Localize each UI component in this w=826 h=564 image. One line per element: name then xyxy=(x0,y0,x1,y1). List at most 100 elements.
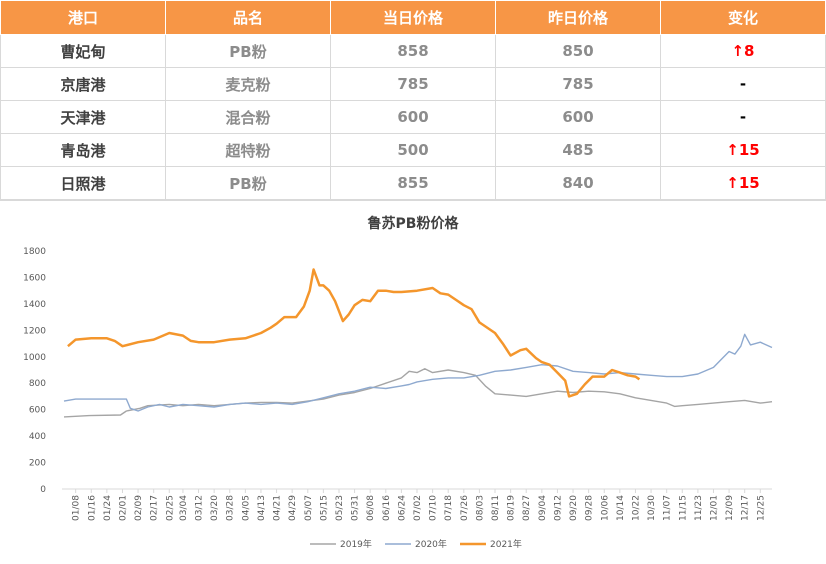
x-tick-label: 02/09 xyxy=(134,495,144,521)
x-tick-label: 10/22 xyxy=(631,495,641,521)
x-tick-label: 08/11 xyxy=(491,495,501,521)
today-price-cell: 858 xyxy=(330,34,496,68)
product-cell: 麦克粉 xyxy=(165,67,331,101)
table-row: 天津港 混合粉 600 600 - xyxy=(0,100,826,134)
legend-label: 2019年 xyxy=(340,538,372,550)
x-tick-label: 07/10 xyxy=(429,495,439,521)
x-tick-label: 06/24 xyxy=(397,495,407,521)
x-tick-label: 04/13 xyxy=(257,495,267,521)
port-cell: 青岛港 xyxy=(0,133,166,167)
x-tick-label: 11/15 xyxy=(678,495,688,521)
x-tick-label: 08/19 xyxy=(507,495,517,521)
header-change: 变化 xyxy=(660,0,826,35)
x-tick-label: 07/02 xyxy=(413,495,423,521)
yesterday-price-cell: 600 xyxy=(495,100,661,134)
yesterday-price-cell: 840 xyxy=(495,166,661,200)
header-yesterday-price: 昨日价格 xyxy=(495,0,661,35)
header-port: 港口 xyxy=(0,0,166,35)
x-tick-label: 11/07 xyxy=(663,495,673,521)
product-cell: 混合粉 xyxy=(165,100,331,134)
x-tick-label: 12/09 xyxy=(725,495,735,521)
x-tick-label: 12/17 xyxy=(741,495,751,521)
x-tick-label: 04/29 xyxy=(288,495,298,521)
x-tick-label: 07/26 xyxy=(460,495,470,521)
x-tick-label: 04/21 xyxy=(273,495,283,521)
y-tick-label: 800 xyxy=(29,379,46,389)
table-row: 青岛港 超特粉 500 485 ↑15 xyxy=(0,133,826,167)
legend-label: 2020年 xyxy=(415,538,447,550)
yesterday-price-cell: 485 xyxy=(495,133,661,167)
header-today-price: 当日价格 xyxy=(330,0,496,35)
table-row: 京唐港 麦克粉 785 785 - xyxy=(0,67,826,101)
series-line-2019年 xyxy=(63,367,773,418)
x-tick-label: 06/08 xyxy=(366,495,376,521)
port-cell: 京唐港 xyxy=(0,67,166,101)
x-tick-label: 11/23 xyxy=(694,495,704,521)
x-tick-label: 04/05 xyxy=(241,495,251,521)
yesterday-price-cell: 785 xyxy=(495,67,661,101)
x-tick-label: 09/04 xyxy=(538,495,548,521)
y-tick-label: 200 xyxy=(29,459,46,469)
legend: 2019年 2020年 2021年 xyxy=(310,538,522,550)
change-cell: ↑15 xyxy=(660,133,826,167)
table-row: 日照港 PB粉 855 840 ↑15 xyxy=(0,166,826,200)
today-price-cell: 600 xyxy=(330,100,496,134)
today-price-cell: 500 xyxy=(330,133,496,167)
x-tick-label: 08/03 xyxy=(475,495,485,521)
y-tick-label: 1200 xyxy=(23,326,46,336)
x-tick-label: 01/16 xyxy=(87,495,97,521)
y-tick-label: 400 xyxy=(29,432,46,442)
series-line-2021年 xyxy=(67,268,641,398)
x-tick-label: 10/30 xyxy=(647,495,657,521)
port-price-table: 港口 品名 当日价格 昨日价格 变化 曹妃甸 PB粉 858 850 ↑8 京唐… xyxy=(0,0,826,200)
x-tick-label: 10/14 xyxy=(616,495,626,521)
x-tick-label: 03/20 xyxy=(210,495,220,521)
x-axis: 01/08 01/16 01/24 02/01 02/09 02/17 02/25 03/04… xyxy=(72,489,766,521)
line-chart-svg: 鲁苏PB粉价格 0 200 400 600 800 1000 1200 1400 1600 180… xyxy=(23,215,773,550)
x-tick-label: 05/07 xyxy=(304,495,314,521)
product-cell: 超特粉 xyxy=(165,133,331,167)
port-cell: 曹妃甸 xyxy=(0,34,166,68)
change-cell: ↑15 xyxy=(660,166,826,200)
today-price-cell: 855 xyxy=(330,166,496,200)
x-tick-label: 03/28 xyxy=(226,495,236,521)
x-tick-label: 05/23 xyxy=(335,495,345,521)
x-tick-label: 09/28 xyxy=(585,495,595,521)
price-chart: 鲁苏PB粉价格 0 200 400 600 800 1000 1200 1400 1600 180… xyxy=(0,200,826,564)
x-tick-label: 01/24 xyxy=(103,495,113,521)
x-tick-label: 09/12 xyxy=(553,495,563,521)
x-tick-label: 02/25 xyxy=(165,495,175,521)
change-cell: - xyxy=(660,67,826,101)
x-tick-label: 08/27 xyxy=(522,495,532,521)
y-tick-label: 600 xyxy=(29,406,46,416)
y-tick-label: 1000 xyxy=(23,353,46,363)
series-line-2020年 xyxy=(63,333,773,412)
x-tick-label: 02/17 xyxy=(150,495,160,521)
x-tick-label: 03/04 xyxy=(179,495,189,521)
x-tick-label: 09/20 xyxy=(569,495,579,521)
x-tick-label: 05/31 xyxy=(351,495,361,521)
today-price-cell: 785 xyxy=(330,67,496,101)
yesterday-price-cell: 850 xyxy=(495,34,661,68)
y-tick-label: 1400 xyxy=(23,300,46,310)
port-cell: 天津港 xyxy=(0,100,166,134)
x-tick-label: 06/16 xyxy=(382,495,392,521)
x-tick-label: 07/18 xyxy=(444,495,454,521)
chart-title: 鲁苏PB粉价格 xyxy=(367,215,460,232)
x-tick-label: 01/08 xyxy=(72,495,82,521)
x-tick-label: 02/01 xyxy=(118,495,128,521)
legend-label: 2021年 xyxy=(490,538,522,550)
y-tick-label: 1600 xyxy=(23,273,46,283)
x-tick-label: 03/12 xyxy=(195,495,205,521)
y-tick-label: 1800 xyxy=(23,247,46,257)
y-axis: 0 200 400 600 800 1000 1200 1400 1600 1800 xyxy=(23,247,772,495)
table-header-row: 港口 品名 当日价格 昨日价格 变化 xyxy=(0,0,826,35)
product-cell: PB粉 xyxy=(165,166,331,200)
x-tick-label: 10/06 xyxy=(600,495,610,521)
table-row: 曹妃甸 PB粉 858 850 ↑8 xyxy=(0,34,826,68)
header-product: 品名 xyxy=(165,0,331,35)
x-tick-label: 12/25 xyxy=(756,495,766,521)
product-cell: PB粉 xyxy=(165,34,331,68)
change-cell: ↑8 xyxy=(660,34,826,68)
x-tick-label: 12/01 xyxy=(709,495,719,521)
